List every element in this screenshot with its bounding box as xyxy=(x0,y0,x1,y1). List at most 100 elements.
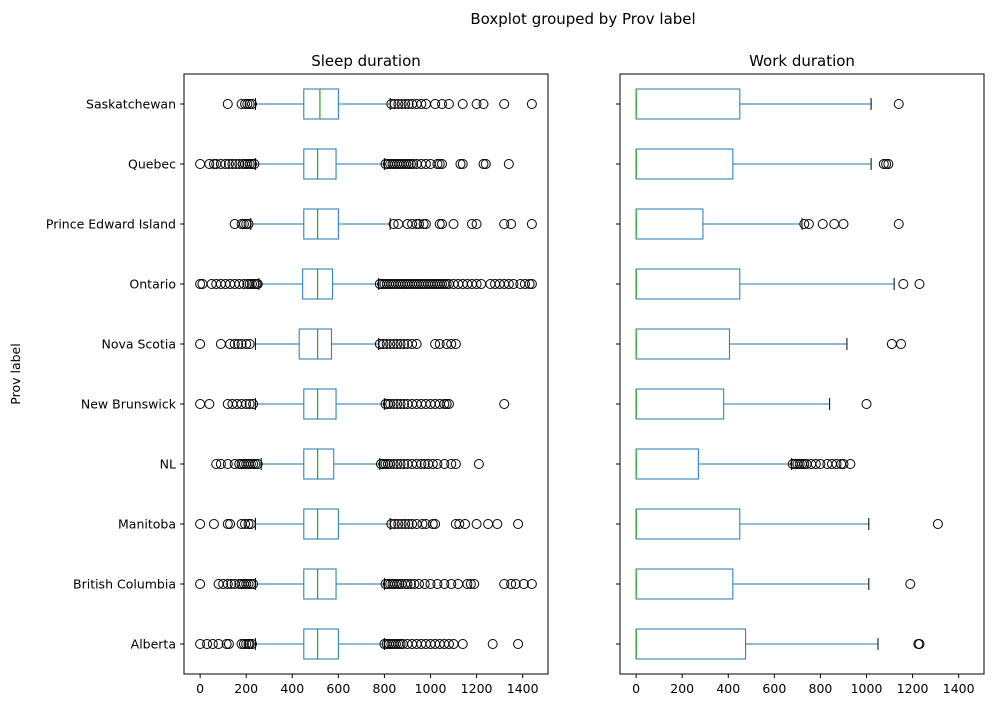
outlier-point xyxy=(244,399,255,409)
iqr-box xyxy=(303,388,337,420)
outlier-point xyxy=(393,99,404,109)
outlier-point xyxy=(437,99,448,109)
outlier-point xyxy=(799,219,810,229)
outlier-point xyxy=(441,279,452,289)
outlier-point xyxy=(432,459,443,469)
outlier-point xyxy=(400,519,411,529)
outlier-point xyxy=(388,399,399,409)
outlier-point xyxy=(815,459,826,469)
outlier-point xyxy=(420,219,431,229)
outlier-point xyxy=(478,99,489,109)
outlier-point xyxy=(425,579,436,589)
outlier-point xyxy=(450,459,461,469)
outlier-point xyxy=(388,219,399,229)
box-manitoba xyxy=(635,508,943,540)
outlier-point xyxy=(390,639,401,649)
outlier-point xyxy=(439,579,450,589)
outlier-point xyxy=(803,219,814,229)
x-tick-label: 0 xyxy=(196,681,204,696)
outlier-point xyxy=(207,639,218,649)
outlier-point xyxy=(434,339,445,349)
outlier-point xyxy=(430,99,441,109)
outlier-point xyxy=(914,639,925,649)
outlier-point xyxy=(243,579,254,589)
outlier-point xyxy=(437,159,448,169)
y-tick-label: Prince Edward Island xyxy=(46,217,176,232)
outlier-point xyxy=(242,99,253,109)
outlier-point xyxy=(794,459,805,469)
outlier-point xyxy=(513,639,524,649)
outlier-point xyxy=(471,99,482,109)
outlier-point xyxy=(893,99,904,109)
iqr-box xyxy=(635,208,704,240)
outlier-point xyxy=(457,99,468,109)
outlier-point xyxy=(245,459,256,469)
outlier-point xyxy=(810,459,821,469)
figure-suptitle: Boxplot grouped by Prov label xyxy=(470,10,695,28)
outlier-point xyxy=(392,459,403,469)
outlier-point xyxy=(399,459,410,469)
box-saskatchewan xyxy=(222,88,537,120)
outlier-point xyxy=(434,219,445,229)
outlier-point xyxy=(236,339,247,349)
outlier-point xyxy=(392,339,403,349)
outlier-point xyxy=(238,219,249,229)
x-tick-label: 600 xyxy=(762,681,786,696)
outlier-point xyxy=(413,579,424,589)
outlier-point xyxy=(499,579,510,589)
outlier-point xyxy=(471,279,482,289)
outlier-point xyxy=(831,459,842,469)
box-alberta xyxy=(635,628,925,660)
outlier-point xyxy=(838,219,849,229)
box-ontario xyxy=(635,268,925,300)
outlier-point xyxy=(898,279,909,289)
outlier-point xyxy=(418,219,429,229)
outlier-point xyxy=(226,579,237,589)
outlier-point xyxy=(234,279,245,289)
outlier-point xyxy=(420,159,431,169)
outlier-point xyxy=(519,279,530,289)
outlier-point xyxy=(483,519,494,529)
y-tick-label: British Columbia xyxy=(73,577,176,592)
outlier-point xyxy=(215,159,226,169)
outlier-point xyxy=(499,99,510,109)
outlier-point xyxy=(246,159,257,169)
outlier-point xyxy=(244,639,255,649)
outlier-point xyxy=(408,159,419,169)
outlier-point xyxy=(249,159,260,169)
outlier-point xyxy=(197,279,208,289)
outlier-point xyxy=(225,339,236,349)
axes-frame xyxy=(183,73,549,675)
outlier-point xyxy=(403,99,414,109)
axes-frame xyxy=(619,73,985,675)
outlier-point xyxy=(446,579,457,589)
panels: Sleep duration Alberta British Columbia Man… xyxy=(46,52,985,696)
outlier-point xyxy=(380,459,391,469)
outlier-point xyxy=(883,159,894,169)
iqr-box xyxy=(635,508,741,540)
box-nova-scotia xyxy=(635,328,907,360)
outlier-point xyxy=(817,219,828,229)
outlier-point xyxy=(241,219,252,229)
outlier-point xyxy=(215,459,226,469)
outlier-point xyxy=(439,399,450,409)
outlier-point xyxy=(453,579,464,589)
outlier-point xyxy=(381,339,392,349)
outlier-point xyxy=(389,579,400,589)
outlier-point xyxy=(506,219,517,229)
outlier-point xyxy=(510,579,521,589)
outlier-point xyxy=(389,519,400,529)
box-nl xyxy=(211,448,484,480)
box-prince-edward-island xyxy=(635,208,904,240)
outlier-point xyxy=(236,219,247,229)
outlier-point xyxy=(416,459,427,469)
iqr-box xyxy=(303,628,339,660)
outlier-point xyxy=(506,579,517,589)
x-tick-label: 800 xyxy=(373,681,397,696)
outlier-point xyxy=(248,459,259,469)
outlier-point xyxy=(465,579,476,589)
y-tick-label: Saskatchewan xyxy=(86,97,176,112)
outlier-point xyxy=(248,579,259,589)
outlier-point xyxy=(195,399,206,409)
y-tick-label: Quebec xyxy=(128,157,176,172)
